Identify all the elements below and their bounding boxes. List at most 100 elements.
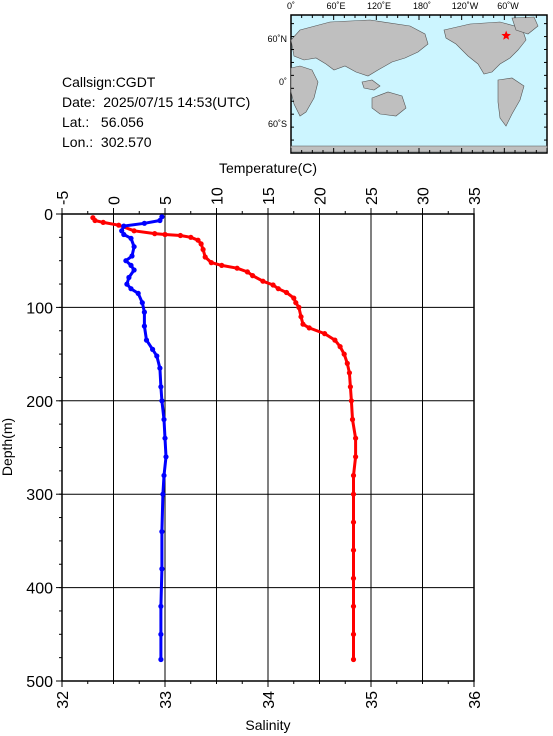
top-tick-label: 5 — [158, 196, 175, 205]
temperature-data-point — [306, 325, 312, 331]
temperature-data-point — [195, 237, 201, 243]
salinity-data-point — [161, 416, 167, 423]
left-tick-label: 400 — [26, 581, 53, 598]
africa-landmass — [290, 65, 319, 117]
temperature-data-point — [332, 337, 338, 343]
salinity-data-point — [143, 337, 150, 343]
map-lon-label-120e: 120˚E — [367, 1, 391, 11]
bottom-tick-label: 32 — [55, 691, 72, 709]
salinity-data-point — [141, 309, 147, 315]
date-text: Date: 2025/07/15 14:53(UTC) — [62, 94, 251, 110]
map-ticks — [290, 15, 548, 154]
temperature-data-point — [131, 228, 137, 234]
salinity-data-point — [126, 274, 132, 281]
salinity-data-point — [121, 231, 127, 238]
temperature-data-point — [198, 241, 204, 247]
salinity-data-point — [141, 220, 147, 226]
salinity-data-point — [158, 656, 164, 663]
temperature-data-point — [347, 384, 353, 390]
map-lon-label-120w: 120˚W — [452, 1, 479, 11]
map-lat-label-0: 0˚ — [279, 77, 287, 87]
temperature-data-point — [337, 344, 343, 350]
temperature-data-point — [350, 575, 357, 581]
temperature-data-point — [350, 656, 357, 663]
south-america-landmass — [497, 77, 525, 127]
indonesia-landmass — [361, 79, 381, 91]
temperature-data-point — [300, 321, 306, 327]
temperature-data-point — [260, 278, 266, 284]
temperature-data-point — [350, 631, 357, 637]
temperature-data-point — [200, 246, 206, 253]
temperature-data-point — [350, 519, 357, 525]
temperature-data-point — [322, 331, 328, 337]
salinity-data-point — [159, 566, 165, 572]
salinity-data-point — [128, 262, 134, 268]
temperature-data-point — [350, 603, 357, 609]
salinity-data-point — [141, 323, 147, 329]
bottom-axis-ticks: 32 33 34 35 36 — [55, 681, 484, 709]
bottom-tick-label: 36 — [467, 691, 484, 709]
top-tick-label: 15 — [261, 187, 278, 205]
salinity-data-point — [124, 281, 130, 287]
temperature-data-point — [234, 265, 240, 271]
salinity-data-point — [135, 290, 141, 296]
salinity-data-point — [161, 472, 167, 479]
salinity-data-point — [131, 267, 137, 273]
salinity-data-point — [162, 435, 168, 441]
salinity-data-point — [157, 365, 163, 371]
temperature-data-point — [349, 416, 356, 423]
top-tick-label: 10 — [210, 187, 227, 205]
temperature-data-point — [353, 454, 359, 460]
salinity-data-point — [123, 258, 129, 264]
salinity-data-point — [131, 244, 137, 250]
temperature-data-point — [116, 222, 122, 228]
temperature-data-point — [219, 262, 225, 268]
callsign-text: Callsign:CGDT — [62, 74, 156, 90]
left-tick-label: 200 — [26, 394, 53, 411]
temperature-data-point — [341, 351, 347, 357]
salinity-data-point — [159, 398, 165, 404]
temperature-data-point — [92, 217, 98, 224]
map-lon-label-60e: 60˚E — [326, 1, 345, 11]
temperature-data-point — [346, 370, 352, 376]
salinity-data-point — [157, 217, 163, 224]
left-tick-label: 500 — [26, 674, 53, 691]
chart-series — [90, 214, 359, 663]
salinity-data-point — [163, 454, 169, 460]
salinity-data-point — [160, 491, 166, 497]
temperature-data-point — [353, 435, 359, 441]
temperature-data-point — [350, 547, 357, 553]
temperature-data-point — [293, 300, 299, 306]
top-tick-label: 35 — [467, 187, 484, 205]
salinity-data-point — [154, 353, 160, 359]
station-info: Callsign:CGDT Date: 2025/07/15 14:53(UTC… — [62, 72, 250, 152]
top-tick-label: 30 — [416, 187, 433, 205]
top-tick-label: 0 — [107, 196, 124, 205]
temperature-data-point — [162, 231, 168, 238]
map-frame: 0˚ 60˚E 120˚E 180˚ 120˚W 60˚W 60˚N 0˚ 60… — [267, 1, 548, 154]
temperature-data-point — [100, 219, 106, 225]
temperature-data-point — [296, 304, 302, 310]
longitude-text: Lon.: 302.570 — [62, 134, 152, 150]
salinity-data-point — [158, 384, 164, 390]
temperature-data-point — [244, 269, 250, 275]
temperature-data-point — [152, 231, 158, 237]
temperature-data-point — [283, 289, 290, 296]
left-tick-label: 0 — [44, 207, 53, 224]
map-lat-label-60s: 60˚S — [268, 119, 287, 129]
left-axis-ticks: 0 100 200 300 400 500 — [26, 207, 62, 691]
left-tick-label: 100 — [26, 300, 53, 317]
left-axis-title: Depth(m) — [0, 418, 15, 476]
top-tick-label: -5 — [55, 191, 72, 205]
salinity-data-point — [158, 603, 164, 609]
temperature-data-point — [202, 254, 208, 260]
top-axis-title: Temperature(C) — [219, 160, 317, 176]
top-tick-label: 20 — [313, 187, 330, 205]
map-lon-label-60w: 60˚W — [497, 1, 519, 11]
bottom-tick-label: 35 — [364, 691, 381, 709]
left-tick-label: 300 — [26, 487, 53, 504]
temperature-data-point — [348, 398, 354, 404]
top-tick-label: 25 — [364, 187, 381, 205]
temperature-data-point — [188, 234, 194, 240]
